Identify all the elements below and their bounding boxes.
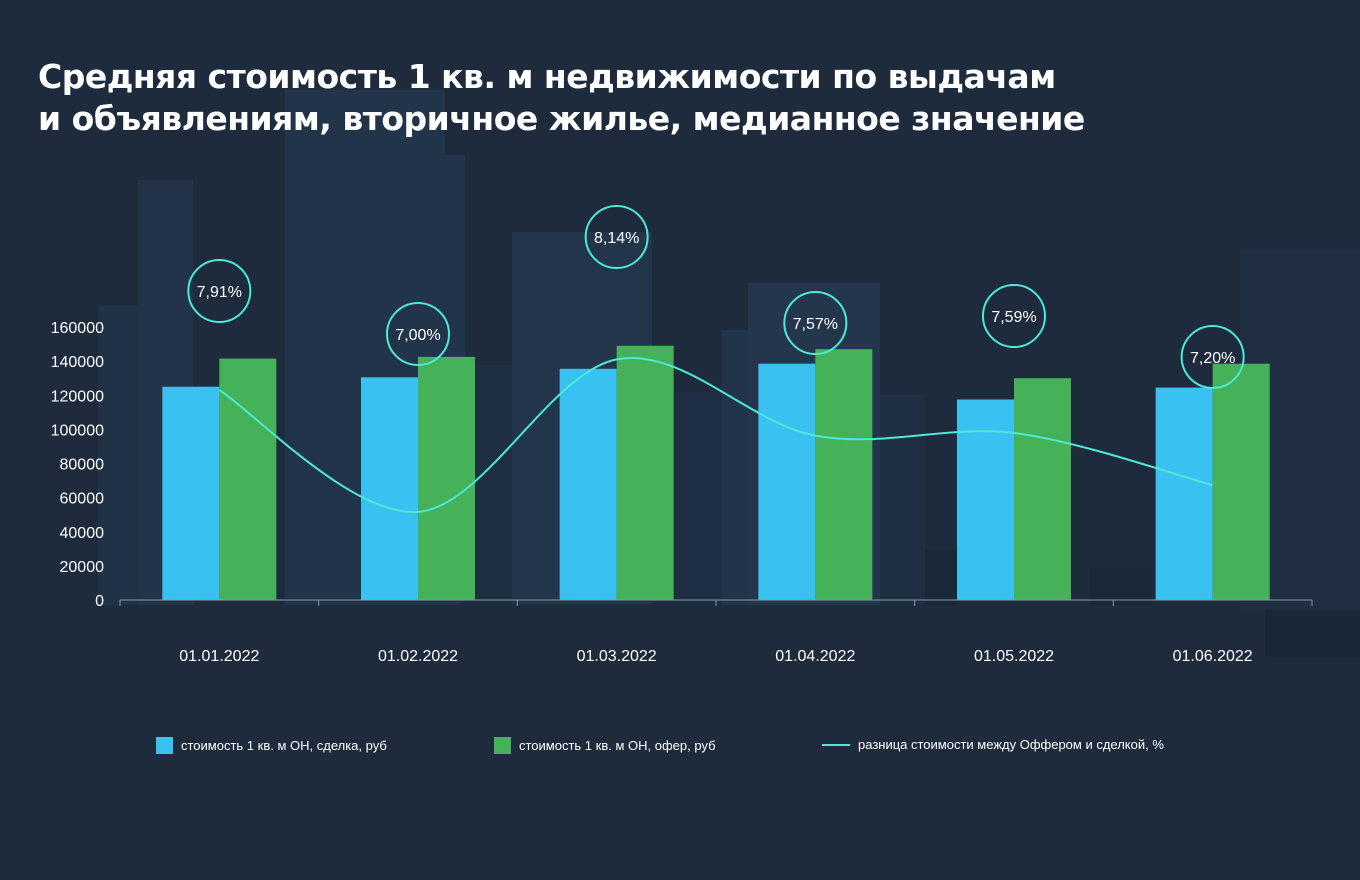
diff-bubble-3: 7,57% xyxy=(783,291,848,355)
legend-item-offer: стоимость 1 кв. м ОН, офер, руб xyxy=(494,737,716,754)
x-axis-labels: 01.01.2022 01.02.2022 01.03.2022 01.04.2022… xyxy=(179,648,1253,665)
diff-label-0: 7,91% xyxy=(197,284,242,301)
diff-bubble-circle-0 xyxy=(187,259,252,323)
y-tick-label-8: 160000 xyxy=(51,320,104,337)
legend-swatch-deal xyxy=(156,737,173,754)
offer-bar-4 xyxy=(1014,378,1071,600)
diff-bubble-circle-3 xyxy=(783,291,848,355)
deal-bar-0 xyxy=(162,386,220,600)
y-tick-label-4: 80000 xyxy=(60,457,105,474)
y-axis: 0 20000 40000 60000 80000 100000 120000 140000 1… xyxy=(51,320,104,610)
offer-bars xyxy=(219,345,1270,600)
y-tick-label-7: 140000 xyxy=(51,354,104,371)
deal-bar-2 xyxy=(559,368,617,600)
legend-swatch-diff xyxy=(822,743,850,746)
diff-bubble-4: 7,59% xyxy=(982,284,1046,348)
chart-title: Средняя стоимость 1 кв. м недвижимости п… xyxy=(38,56,1085,140)
diff-bubble-circle-1 xyxy=(386,302,450,366)
offer-bar-5 xyxy=(1212,363,1270,600)
diff-labels: 7,91% 7,00% 8,14% 7,57% 7,59% 7,20% xyxy=(187,205,1245,389)
legend-label-offer: стоимость 1 кв. м ОН, офер, руб xyxy=(519,738,716,753)
diff-label-4: 7,59% xyxy=(991,309,1036,326)
legend-item-deal: стоимость 1 кв. м ОН, сделка, руб xyxy=(156,737,387,754)
y-tick-label-3: 60000 xyxy=(60,491,105,508)
offer-bar-0 xyxy=(219,358,277,600)
deal-bar-4 xyxy=(957,399,1014,600)
x-tick-label-1: 01.02.2022 xyxy=(378,648,458,665)
diff-label-3: 7,57% xyxy=(793,316,838,333)
legend-label-diff: разница стоимости между Оффером и сделко… xyxy=(858,737,1164,752)
deal-bar-5 xyxy=(1155,387,1213,600)
x-tick-label-3: 01.04.2022 xyxy=(775,648,855,665)
diff-bubble-circle-4 xyxy=(982,284,1046,348)
diff-bubble-5: 7,20% xyxy=(1180,325,1245,389)
legend-item-diff: разница стоимости между Оффером и сделко… xyxy=(822,737,1164,752)
offer-bar-2 xyxy=(616,345,674,600)
diff-bubble-1: 7,00% xyxy=(386,302,450,366)
x-tick-label-2: 01.03.2022 xyxy=(577,648,657,665)
y-tick-label-0: 0 xyxy=(95,593,104,610)
diff-bubble-2: 8,14% xyxy=(584,205,649,269)
chart-title-line-2: и объявлениям, вторичное жилье, медианно… xyxy=(38,99,1085,138)
y-tick-label-1: 20000 xyxy=(60,559,105,576)
diff-label-5: 7,20% xyxy=(1190,350,1235,367)
x-tick-label-4: 01.05.2022 xyxy=(974,648,1054,665)
deal-bar-1 xyxy=(361,377,418,600)
y-tick-label-2: 40000 xyxy=(60,525,105,542)
offer-bar-1 xyxy=(418,356,475,600)
y-tick-label-5: 100000 xyxy=(51,422,104,439)
diff-label-1: 7,00% xyxy=(395,327,440,344)
diff-bubble-0: 7,91% xyxy=(187,259,252,323)
deal-bar-3 xyxy=(758,363,816,600)
diff-bubble-circle-2 xyxy=(584,205,649,269)
y-tick-label-6: 120000 xyxy=(51,388,104,405)
x-tick-label-5: 01.06.2022 xyxy=(1173,648,1253,665)
offer-bar-3 xyxy=(815,349,873,600)
legend-label-deal: стоимость 1 кв. м ОН, сделка, руб xyxy=(181,738,387,753)
x-tick-label-0: 01.01.2022 xyxy=(179,648,259,665)
legend-swatch-offer xyxy=(494,737,511,754)
legend: стоимость 1 кв. м ОН, сделка, руб стоимо… xyxy=(156,737,1306,757)
diff-label-2: 8,14% xyxy=(594,230,639,247)
deal-bars xyxy=(162,363,1213,600)
diff-line xyxy=(218,356,1213,513)
diff-bubble-circle-5 xyxy=(1180,325,1245,389)
chart-title-line-1: Средняя стоимость 1 кв. м недвижимости п… xyxy=(38,57,1056,96)
x-axis-ticks xyxy=(119,600,1313,606)
